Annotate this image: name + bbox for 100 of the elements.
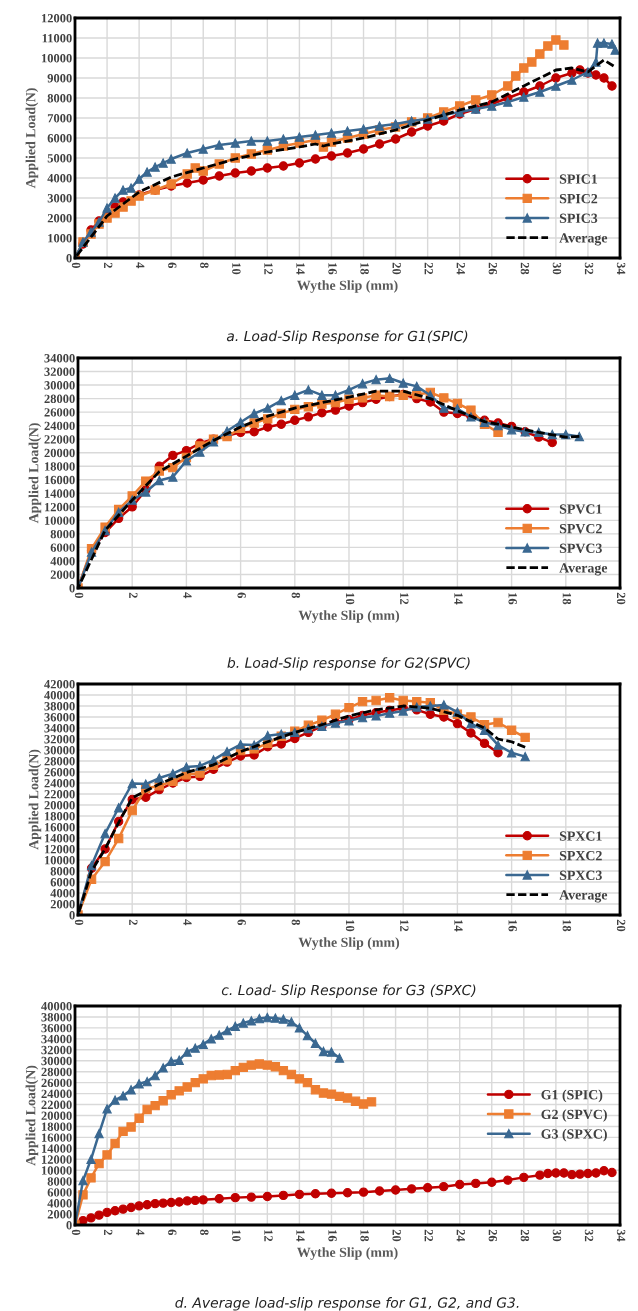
legend-label: G1 (SPIC) xyxy=(541,1089,603,1103)
x-tick-label: 8 xyxy=(200,1229,209,1235)
y-tick-label: 12000 xyxy=(44,845,75,854)
y-tick-label: 28000 xyxy=(44,394,75,404)
text: a. Load-Slip Response for G1(SPIC) xyxy=(226,330,468,344)
x-tick-label: 16 xyxy=(328,263,337,275)
x-tick-label: 32 xyxy=(584,262,594,275)
y-tick-label: 18000 xyxy=(44,462,75,471)
y-tick-label: 26000 xyxy=(41,1078,72,1088)
legend-label: SPIC2 xyxy=(559,193,598,204)
legend-label: Average xyxy=(559,563,608,576)
y-tick-label: 34000 xyxy=(41,1034,72,1044)
y-tick-label: 6000 xyxy=(47,134,72,143)
y-tick-label: 11000 xyxy=(42,34,72,43)
x-tick-label: 34 xyxy=(616,1229,626,1242)
x-tick-label: 26 xyxy=(488,1229,498,1242)
y-tick-label: 20000 xyxy=(44,801,75,810)
x-tick-label: 8 xyxy=(291,592,301,598)
x-tick-label: 8 xyxy=(200,262,209,268)
y-tick-label: 12000 xyxy=(41,1155,72,1164)
y-tick-label: 2000 xyxy=(50,900,75,909)
y-tick-label: 14000 xyxy=(41,1144,72,1153)
y-tick-label: 22000 xyxy=(41,1100,72,1110)
y-tick-label: 1000 xyxy=(48,234,72,243)
y-tick-label: 12000 xyxy=(44,502,75,512)
y-tick-label: 36000 xyxy=(44,713,75,722)
y-axis-title: Applied Load(N) xyxy=(25,1065,39,1166)
y-tick-label: 5000 xyxy=(47,154,72,163)
x-tick-label: 12 xyxy=(400,593,409,605)
y-tick-label: 34000 xyxy=(44,724,75,733)
y-tick-label: 8000 xyxy=(50,867,75,876)
y-axis-title: Applied Load(N) xyxy=(28,749,42,850)
x-tick-label: 12 xyxy=(264,263,273,275)
x-axis-title: Wythe Slip (mm) xyxy=(297,280,398,293)
y-tick-label: 14000 xyxy=(44,834,75,843)
x-tick-label: 20 xyxy=(616,592,626,605)
y-tick-label: 4000 xyxy=(50,889,75,898)
x-tick-label: 28 xyxy=(520,262,530,275)
x-tick-label: 10 xyxy=(345,593,355,605)
y-tick-label: 10000 xyxy=(44,856,75,865)
x-tick-label: 2 xyxy=(104,1229,113,1235)
y-tick-label: 3000 xyxy=(47,194,72,203)
x-tick-label: 12 xyxy=(400,920,409,932)
y-tick-label: 2000 xyxy=(47,1210,72,1219)
legend-label: SPXC3 xyxy=(559,870,602,880)
x-tick-label: 20 xyxy=(616,919,626,932)
x-tick-label: 22 xyxy=(424,262,433,275)
y-tick-label: 30000 xyxy=(41,1056,72,1066)
y-tick-label: 4000 xyxy=(47,174,72,183)
y-tick-label: 42000 xyxy=(44,680,75,689)
y-tick-label: 2000 xyxy=(47,214,72,223)
y-tick-label: 30000 xyxy=(44,746,75,755)
x-tick-label: 26 xyxy=(488,262,498,275)
x-tick-label: 10 xyxy=(232,263,241,275)
y-tick-label: 8000 xyxy=(47,1177,72,1186)
x-tick-label: 18 xyxy=(562,593,572,605)
y-tick-label: 9000 xyxy=(47,74,72,83)
x-tick-label: 2 xyxy=(104,262,113,268)
y-tick-label: 36000 xyxy=(41,1023,72,1033)
y-tick-label: 20000 xyxy=(44,448,75,458)
x-tick-label: 24 xyxy=(456,262,465,275)
x-tick-label: 4 xyxy=(136,1229,145,1236)
y-tick-label: 32000 xyxy=(44,367,75,376)
legend-label: SPXC2 xyxy=(559,850,602,861)
y-tick-label: 24000 xyxy=(44,779,75,788)
legend-label: SPXC1 xyxy=(559,831,602,841)
y-tick-label: 40000 xyxy=(41,1002,72,1011)
y-tick-label: 16000 xyxy=(44,475,75,485)
x-tick-label: 30 xyxy=(552,262,562,275)
y-tick-label: 14000 xyxy=(44,489,75,498)
y-tick-label: 7000 xyxy=(47,114,72,123)
x-axis-title: Wythe Slip (mm) xyxy=(298,937,400,950)
y-tick-label: 2000 xyxy=(50,570,75,579)
y-tick-label: 38000 xyxy=(41,1012,72,1022)
y-tick-label: 30000 xyxy=(44,381,75,390)
x-axis-title: Wythe Slip (mm) xyxy=(297,1247,398,1260)
x-tick-label: 6 xyxy=(168,1229,177,1236)
x-tick-label: 0 xyxy=(74,919,84,925)
y-tick-label: 6000 xyxy=(50,543,75,552)
x-tick-label: 6 xyxy=(237,592,246,599)
y-tick-label: 16000 xyxy=(41,1133,72,1142)
x-tick-label: 2 xyxy=(129,919,138,925)
y-tick-label: 10000 xyxy=(44,516,75,525)
y-tick-label: 8000 xyxy=(50,529,75,539)
y-tick-label: 26000 xyxy=(44,408,75,417)
legend-label: G2 (SPVC) xyxy=(541,1109,607,1122)
y-tick-label: 38000 xyxy=(44,702,75,711)
x-tick-label: 4 xyxy=(183,592,192,599)
x-tick-label: 16 xyxy=(328,1230,337,1242)
x-tick-label: 18 xyxy=(562,920,572,932)
x-tick-label: 20 xyxy=(392,1229,401,1242)
legend-label: Average xyxy=(559,890,608,903)
x-tick-label: 14 xyxy=(296,1230,305,1242)
y-tick-label: 34000 xyxy=(44,354,75,363)
y-tick-label: 10000 xyxy=(41,1166,72,1175)
text: d. Average load-slip response for G1, G2, and G3. xyxy=(175,1297,519,1311)
x-tick-label: 18 xyxy=(360,263,369,275)
y-tick-label: 4000 xyxy=(50,556,75,566)
x-tick-label: 24 xyxy=(456,1229,465,1242)
y-tick-label: 40000 xyxy=(44,691,75,700)
